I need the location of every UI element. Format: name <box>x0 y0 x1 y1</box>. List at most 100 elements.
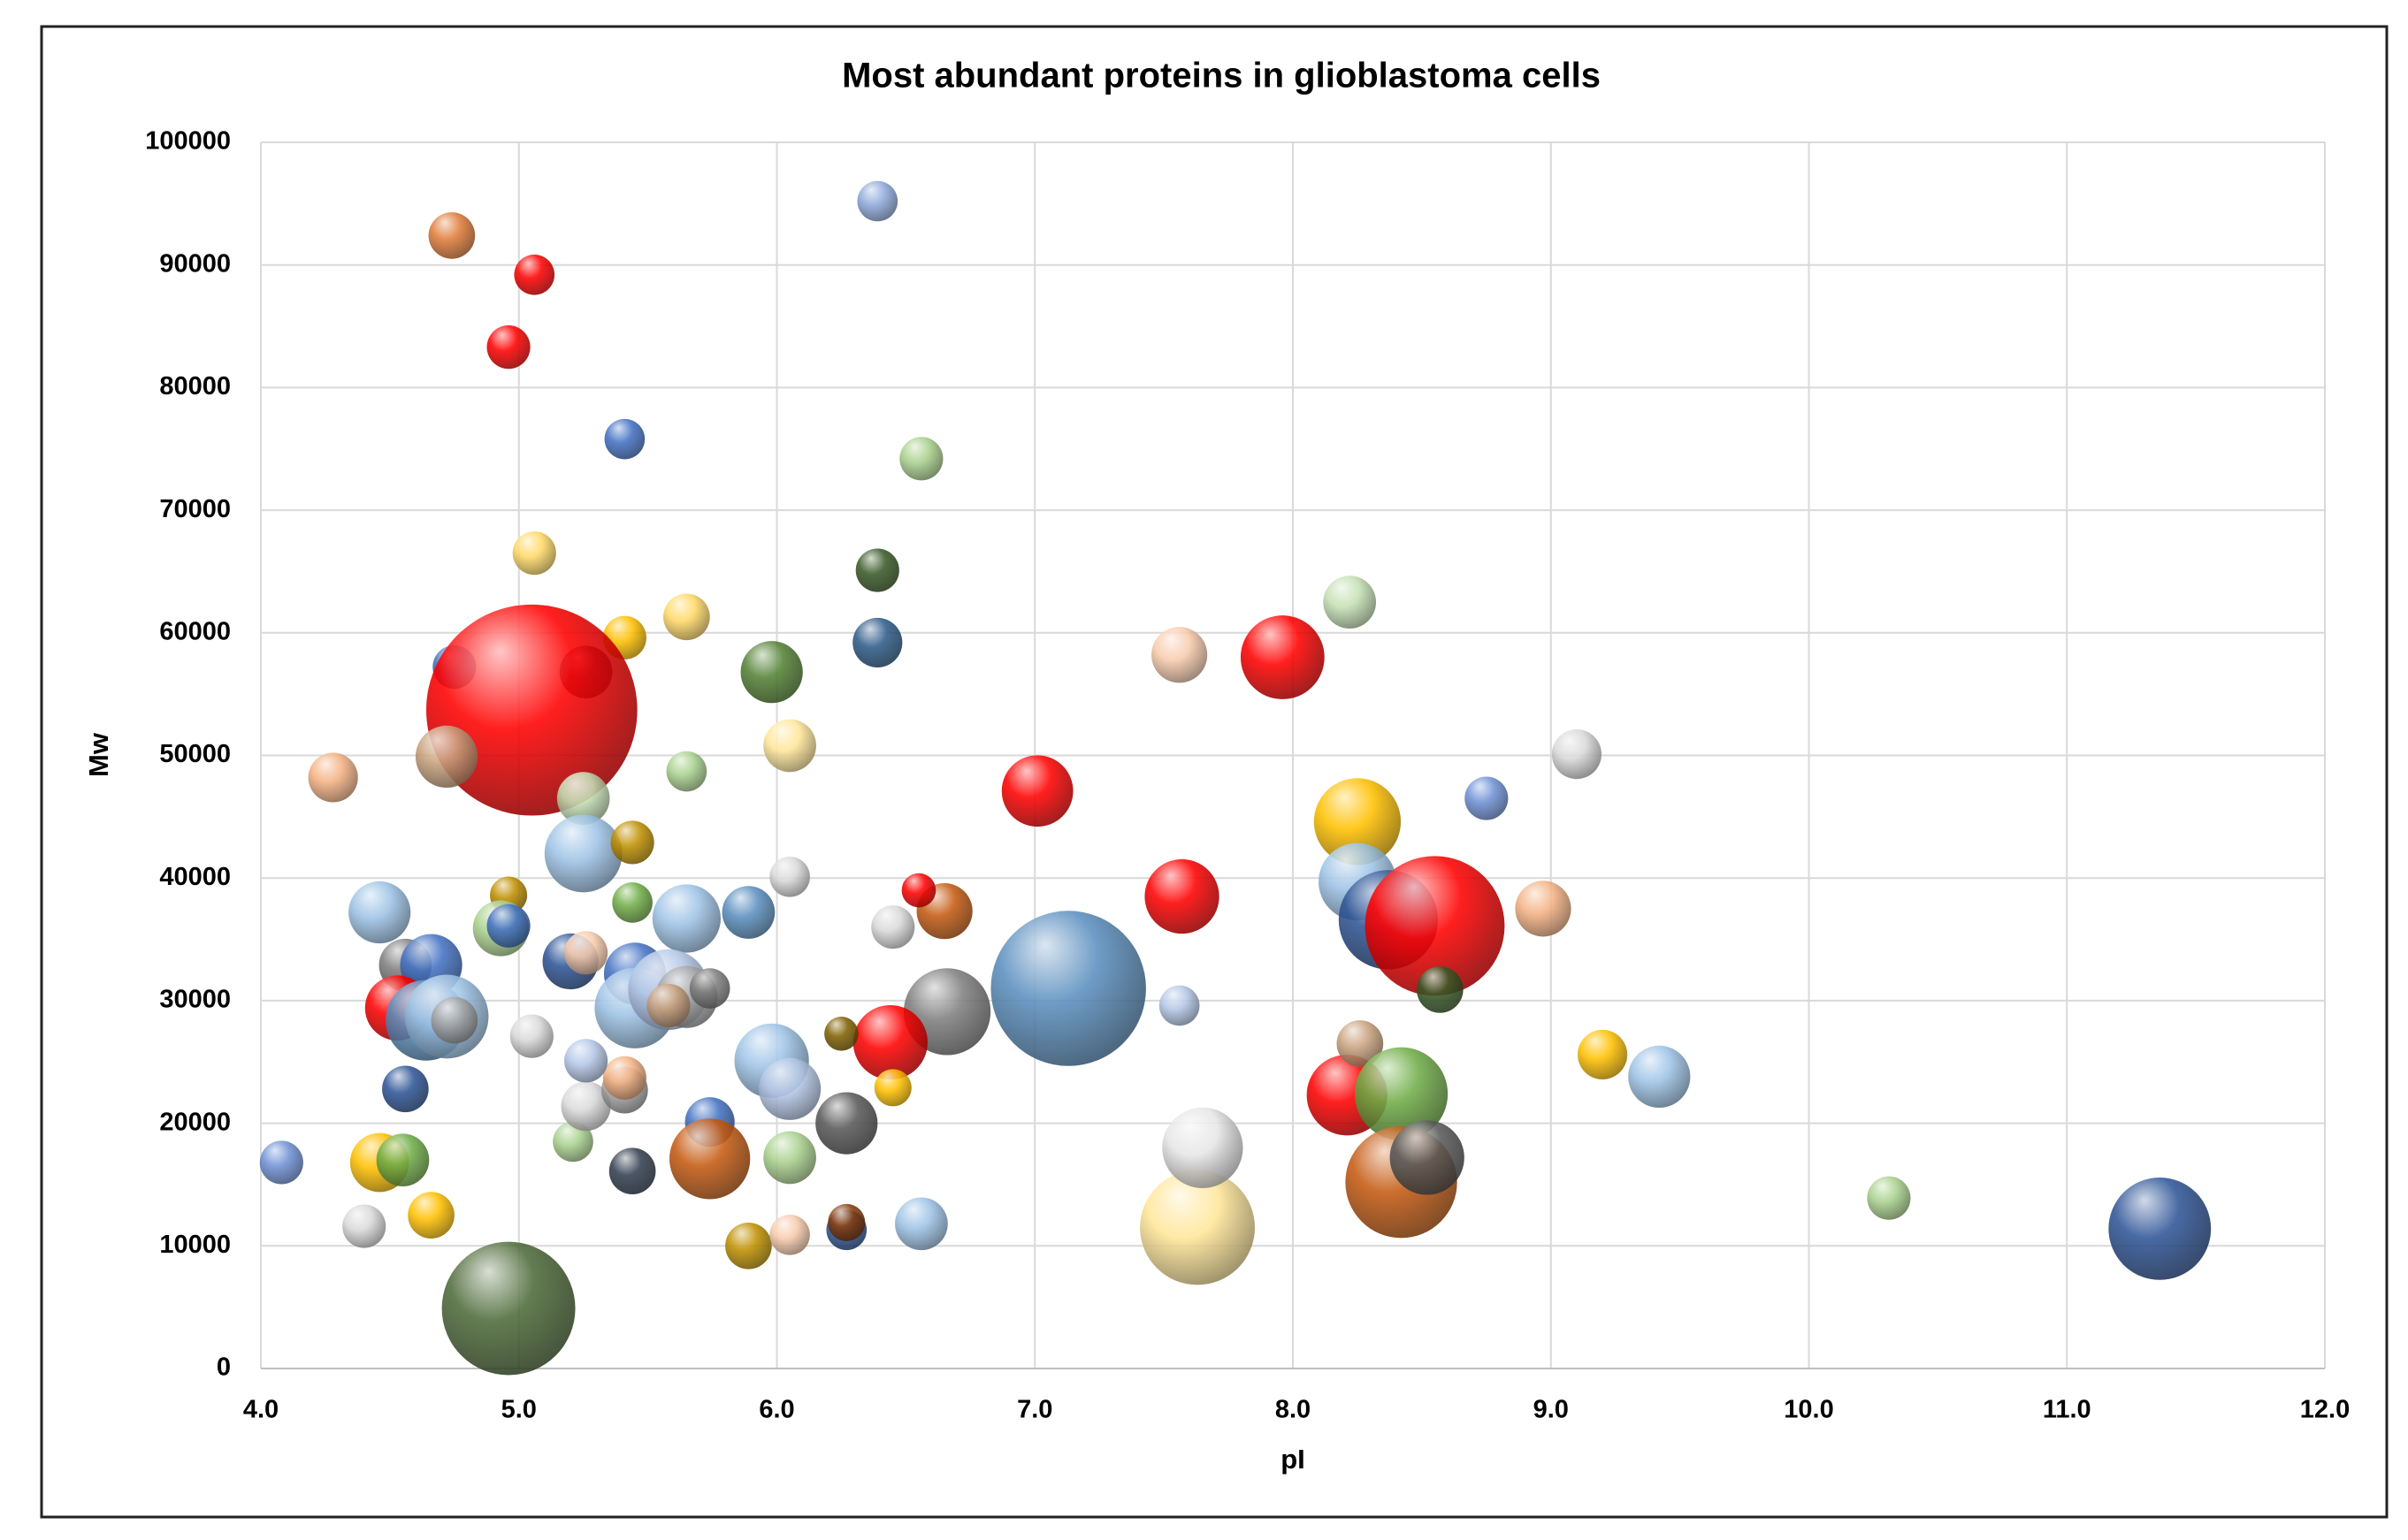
bubble <box>725 1222 772 1269</box>
bubble <box>871 905 915 949</box>
bubble <box>1336 1020 1384 1067</box>
y-tick-label: 0 <box>217 1353 231 1382</box>
bubble <box>901 873 936 908</box>
bubble <box>815 1092 878 1155</box>
bubble <box>2108 1177 2212 1280</box>
x-axis-label: pI <box>1280 1444 1305 1475</box>
bubble <box>544 814 623 893</box>
bubble <box>514 254 555 295</box>
y-tick-label: 60000 <box>159 617 231 645</box>
bubble <box>763 1131 816 1185</box>
bubble <box>408 1192 455 1239</box>
bubble <box>610 820 654 865</box>
bubble <box>259 1140 303 1185</box>
bubble <box>646 983 691 1028</box>
y-tick-label: 90000 <box>159 249 231 278</box>
bubble <box>486 325 531 370</box>
y-tick-label: 80000 <box>159 372 231 400</box>
bubble <box>509 1014 554 1058</box>
bubble <box>769 1215 810 1255</box>
y-tick-label: 30000 <box>159 986 231 1014</box>
labels: Most abundant proteins in glioblastoma c… <box>83 57 2350 1475</box>
bubble <box>604 418 646 460</box>
bubble <box>1867 1176 1911 1220</box>
bubble <box>990 911 1146 1066</box>
bubble <box>308 752 358 803</box>
bubble <box>824 1017 859 1051</box>
bubble <box>763 719 816 773</box>
x-tick-label: 10.0 <box>1784 1396 1833 1424</box>
bubble <box>564 931 608 975</box>
x-tick-label: 7.0 <box>1017 1396 1052 1424</box>
bubble <box>1240 615 1325 699</box>
bubble <box>1515 881 1571 937</box>
bubble <box>1628 1045 1691 1108</box>
bubble <box>1001 755 1074 827</box>
bubble <box>1162 1107 1243 1188</box>
bubble <box>612 882 653 923</box>
x-tick-label: 8.0 <box>1275 1396 1311 1424</box>
y-tick-label: 10000 <box>159 1231 231 1259</box>
bubble <box>740 641 803 704</box>
y-tick-label: 100000 <box>145 127 231 156</box>
bubble <box>652 884 721 953</box>
bubble <box>1551 729 1602 780</box>
bubble <box>1365 856 1505 996</box>
bubble <box>769 856 810 897</box>
bubble <box>486 903 531 948</box>
bubble <box>722 886 776 939</box>
bubble <box>758 1057 822 1120</box>
x-tick-label: 6.0 <box>759 1396 794 1424</box>
bubble <box>1313 778 1402 865</box>
bubbles <box>259 180 2212 1376</box>
bubble <box>855 548 899 592</box>
bubble <box>348 881 411 944</box>
x-tick-label: 11.0 <box>2043 1396 2091 1424</box>
bubble <box>1140 1170 1255 1285</box>
bubble <box>874 1069 912 1107</box>
bubble <box>428 212 476 259</box>
bubble <box>1578 1029 1628 1080</box>
bubble <box>441 1241 576 1376</box>
x-tick-label: 9.0 <box>1533 1396 1569 1424</box>
y-tick-label: 50000 <box>159 740 231 768</box>
chart-frame <box>40 25 2389 1519</box>
bubble <box>1389 1120 1464 1195</box>
x-tick-label: 4.0 <box>243 1396 279 1424</box>
bubble <box>663 593 710 641</box>
bubble <box>425 604 638 816</box>
bubble <box>382 1065 429 1113</box>
bubble <box>828 1203 866 1242</box>
bubble <box>1151 627 1208 683</box>
bubble <box>852 1004 928 1080</box>
bubble <box>857 180 898 222</box>
bubble <box>895 1197 948 1251</box>
bubble <box>1323 576 1377 629</box>
bubble <box>602 1056 646 1100</box>
y-tick-label: 40000 <box>159 863 231 891</box>
chart-title: Most abundant proteins in glioblastoma c… <box>842 57 1601 95</box>
bubble <box>561 1081 611 1132</box>
bubble <box>852 617 903 667</box>
bubble <box>342 1204 386 1248</box>
bubble <box>556 772 610 825</box>
y-axis-label: Mw <box>83 732 114 777</box>
bubble <box>899 437 944 481</box>
x-tick-label: 5.0 <box>501 1396 537 1424</box>
y-tick-label: 20000 <box>159 1108 231 1136</box>
bubble <box>512 531 556 576</box>
bubble <box>1416 966 1464 1013</box>
bubble <box>415 725 478 788</box>
bubble <box>1144 858 1219 934</box>
x-tick-label: 12.0 <box>2300 1396 2350 1424</box>
bubble <box>666 751 707 792</box>
bubble <box>376 1133 430 1187</box>
y-tick-label: 70000 <box>159 495 231 523</box>
bubble <box>669 1118 751 1200</box>
bubble <box>1464 776 1509 820</box>
bubble <box>1354 1047 1449 1140</box>
bubble <box>608 1147 656 1195</box>
bubble <box>564 1039 608 1083</box>
